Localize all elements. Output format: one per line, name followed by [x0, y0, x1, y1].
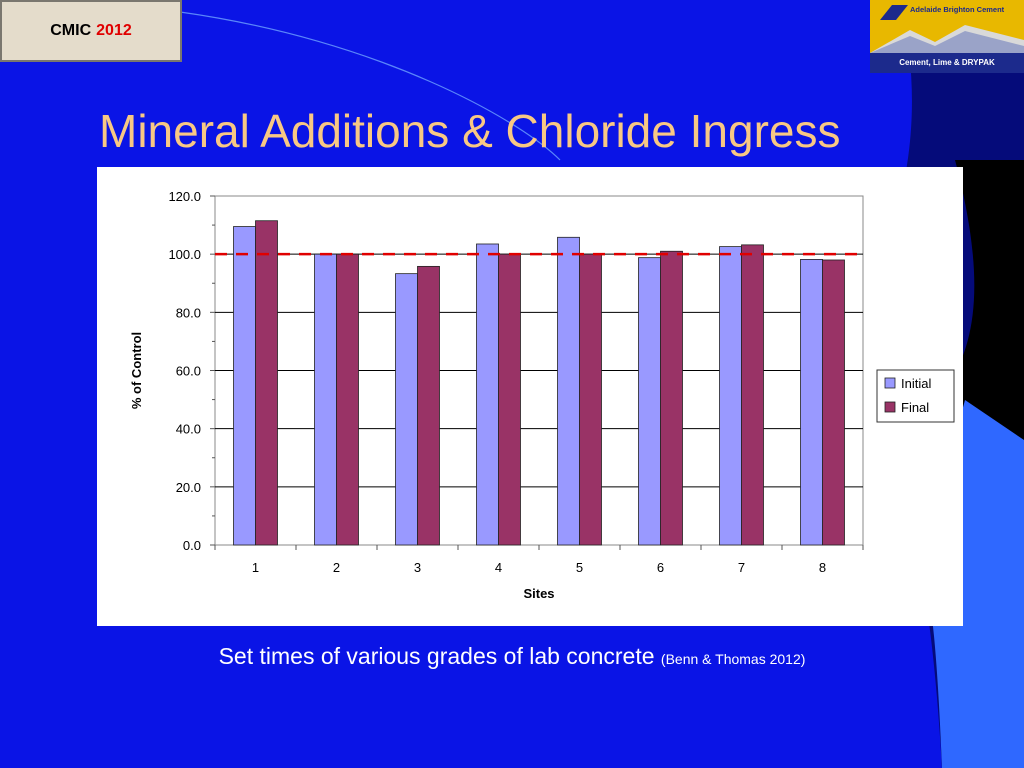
y-tick-label: 60.0 [176, 364, 201, 379]
slide-title: Mineral Additions & Chloride Ingress [99, 105, 841, 157]
bar-final-site-5 [579, 253, 602, 546]
slide-caption: Set times of various grades of lab concr… [0, 643, 1024, 670]
y-tick-label: 100.0 [168, 247, 201, 262]
x-tick-label: 1 [252, 560, 259, 575]
x-tick-label: 8 [819, 560, 826, 575]
caption-citation: (Benn & Thomas 2012) [660, 651, 806, 667]
bar-initial-site-7 [719, 246, 742, 546]
logo-mountain-icon [870, 5, 1024, 53]
x-tick-label: 7 [738, 560, 745, 575]
bar-final-site-3 [417, 265, 440, 546]
bar-initial-site-6 [638, 257, 661, 546]
x-tick-label: 2 [333, 560, 340, 575]
bar-final-site-2 [336, 253, 359, 546]
bar-initial-site-1 [233, 226, 256, 546]
chart-panel: 0.0 20.0 40.0 60.0 80.0 100.0 120.0 1 2 3 4 5 6 7 8 Sit… [97, 167, 963, 626]
bar-final-site-7 [741, 244, 764, 546]
y-tick-label: 0.0 [183, 538, 201, 553]
y-tick-label: 20.0 [176, 480, 201, 495]
legend-swatch-final [884, 401, 896, 413]
x-axis-title: Sites [523, 586, 554, 601]
legend-label-final: Final [901, 400, 929, 415]
badge-year: 2012 [96, 22, 132, 39]
bar-final-site-1 [255, 220, 278, 546]
legend-label-initial: Initial [901, 376, 931, 391]
x-tick-label: 4 [495, 560, 502, 575]
y-axis-title: % of Control [129, 332, 144, 409]
x-tick-label: 5 [576, 560, 583, 575]
badge-label: CMIC [50, 22, 92, 39]
bar-final-site-6 [660, 250, 683, 546]
bar-initial-site-4 [476, 243, 499, 546]
x-tick-label: 6 [657, 560, 664, 575]
legend-swatch-initial [884, 377, 896, 389]
bar-initial-site-3 [395, 273, 418, 546]
logo-tagline: Cement, Lime & DRYPAK [870, 53, 1024, 73]
bar-final-site-8 [822, 259, 845, 546]
caption-text: Set times of various grades of lab concr… [218, 643, 655, 669]
bar-chart: 0.0 20.0 40.0 60.0 80.0 100.0 120.0 1 2 3 4 5 6 7 8 Sit… [129, 189, 955, 601]
x-tick-label: 3 [414, 560, 421, 575]
bar-initial-site-2 [314, 253, 337, 546]
bar-initial-site-5 [557, 236, 580, 546]
logo-brand-text: Adelaide Brighton Cement [910, 5, 1005, 14]
adelaide-brighton-logo: Adelaide Brighton Cement Cement, Lime & … [870, 0, 1024, 73]
cmic-badge: CMIC 2012 [0, 0, 182, 62]
bar-initial-site-8 [800, 259, 823, 546]
y-tick-label: 40.0 [176, 422, 201, 437]
y-tick-label: 120.0 [168, 189, 201, 204]
bar-final-site-4 [498, 253, 521, 546]
y-tick-label: 80.0 [176, 305, 201, 320]
